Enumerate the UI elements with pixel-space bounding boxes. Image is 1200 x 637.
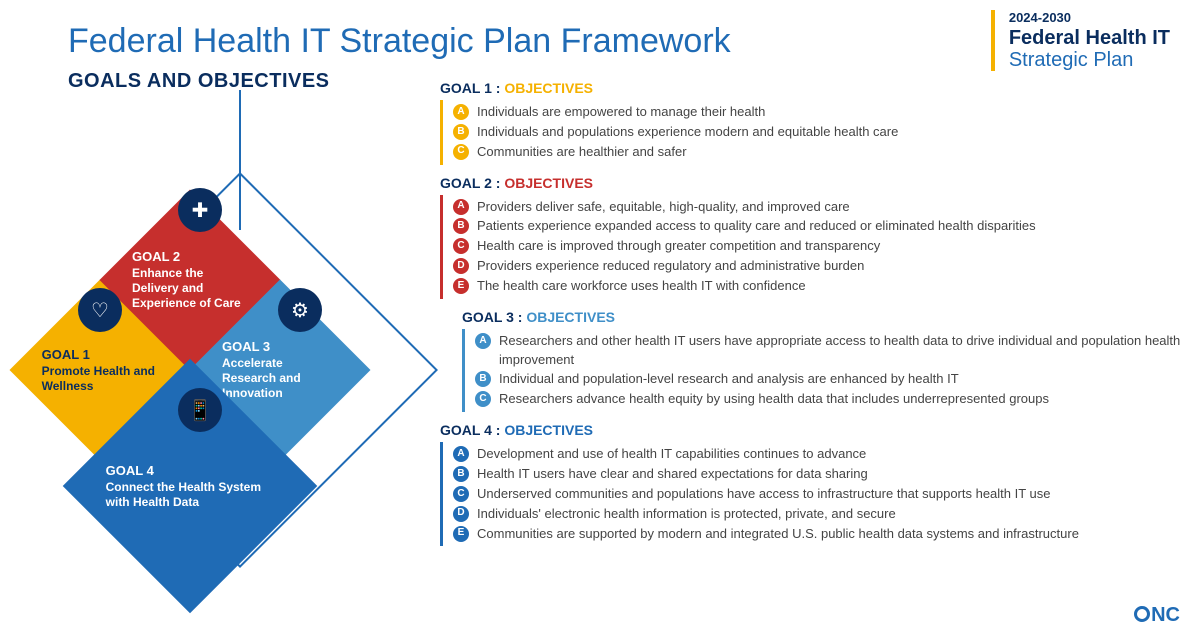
objective-bullet: A <box>453 104 469 120</box>
objective-row: A Development and use of health IT capabi… <box>453 445 1190 464</box>
objective-text: Underserved communities and populations … <box>477 485 1051 504</box>
brand-years: 2024-2030 <box>1009 10 1170 25</box>
objective-row: D Individuals' electronic health informat… <box>453 505 1190 524</box>
goal-4-objectives-head: GOAL 4 : OBJECTIVES <box>440 422 1190 438</box>
objective-row: C Underserved communities and populations… <box>453 485 1190 504</box>
objective-text: Patients experience expanded access to q… <box>477 217 1036 236</box>
objective-row: B Individuals and populations experience … <box>453 123 1190 142</box>
objective-row: B Patients experience expanded access to … <box>453 217 1190 236</box>
goal-4-title: Connect the Health System with Health Da… <box>106 480 274 510</box>
objective-row: E Communities are supported by modern and… <box>453 525 1190 544</box>
goal-3-label: GOAL 3 <box>222 339 338 354</box>
brand-block: 2024-2030 Federal Health IT Strategic Pl… <box>991 10 1170 71</box>
brand-line1: Federal Health IT <box>1009 27 1170 49</box>
goals-diamond-diagram: ♡ ✚ ⚙ 📱 GOAL 1 Promote Health and Wellne… <box>30 160 450 600</box>
objective-text: Individual and population-level research… <box>499 370 959 389</box>
objective-row: B Individual and population-level researc… <box>475 370 1190 389</box>
phone-icon: 📱 <box>178 388 222 432</box>
logo-ring-icon <box>1134 606 1150 622</box>
objective-text: Researchers advance health equity by usi… <box>499 390 1049 409</box>
goal-2-objectives-head: GOAL 2 : OBJECTIVES <box>440 175 1190 191</box>
goal-4-objectives-block: GOAL 4 : OBJECTIVES A Development and use … <box>440 422 1190 546</box>
goal-1-objectives-block: GOAL 1 : OBJECTIVES A Individuals are empo… <box>440 80 1190 165</box>
objective-row: B Health IT users have clear and shared e… <box>453 465 1190 484</box>
goal-1-label: GOAL 1 <box>42 347 158 362</box>
objective-row: A Researchers and other health IT users h… <box>475 332 1190 370</box>
objective-bullet: D <box>453 258 469 274</box>
goal-1-objectives-list: A Individuals are empowered to manage the… <box>440 100 1190 165</box>
goal-2-title: Enhance the Delivery and Experience of C… <box>132 266 248 311</box>
objective-row: C Researchers advance health equity by us… <box>475 390 1190 409</box>
goal-1-objectives-head: GOAL 1 : OBJECTIVES <box>440 80 1190 96</box>
objective-text: Development and use of health IT capabil… <box>477 445 866 464</box>
goal-3-title: Accelerate Research and Innovation <box>222 356 338 401</box>
objective-bullet: C <box>475 391 491 407</box>
goal-3-objectives-block: GOAL 3 : OBJECTIVES A Researchers and othe… <box>462 309 1190 412</box>
goal-4-objectives-list: A Development and use of health IT capabi… <box>440 442 1190 546</box>
objective-row: C Health care is improved through greater… <box>453 237 1190 256</box>
page-subtitle: GOALS AND OBJECTIVES <box>68 70 330 93</box>
goal-3-objectives-list: A Researchers and other health IT users h… <box>462 329 1190 412</box>
objective-text: Health care is improved through greater … <box>477 237 880 256</box>
goal-2-objectives-block: GOAL 2 : OBJECTIVES A Providers deliver sa… <box>440 175 1190 299</box>
objective-text: Communities are supported by modern and … <box>477 525 1079 544</box>
brand-line2: Strategic Plan <box>1009 49 1170 71</box>
goal-1-title: Promote Health and Wellness <box>42 364 158 394</box>
objective-text: Providers deliver safe, equitable, high-… <box>477 198 850 217</box>
objective-text: Health IT users have clear and shared ex… <box>477 465 868 484</box>
goal-3-objectives-head: GOAL 3 : OBJECTIVES <box>462 309 1190 325</box>
objective-text: Researchers and other health IT users ha… <box>499 332 1190 370</box>
objective-bullet: C <box>453 238 469 254</box>
objective-bullet: A <box>453 446 469 462</box>
dna-icon: ⚙ <box>278 288 322 332</box>
objective-row: E The health care workforce uses health I… <box>453 277 1190 296</box>
goal-2-objectives-list: A Providers deliver safe, equitable, high… <box>440 195 1190 299</box>
goal-4-label: GOAL 4 <box>106 463 274 478</box>
objective-bullet: D <box>453 506 469 522</box>
objective-text: Individuals and populations experience m… <box>477 123 898 142</box>
objective-text: Individuals are empowered to manage thei… <box>477 103 765 122</box>
objective-row: D Providers experience reduced regulatory… <box>453 257 1190 276</box>
objective-bullet: A <box>453 199 469 215</box>
objective-row: A Individuals are empowered to manage the… <box>453 103 1190 122</box>
objective-bullet: C <box>453 144 469 160</box>
objective-text: Providers experience reduced regulatory … <box>477 257 864 276</box>
objective-bullet: B <box>453 466 469 482</box>
objective-bullet: B <box>475 371 491 387</box>
heart-icon: ♡ <box>78 288 122 332</box>
objective-row: A Providers deliver safe, equitable, high… <box>453 198 1190 217</box>
page-header: Federal Health IT Strategic Plan Framewo… <box>68 22 731 61</box>
medkit-icon: ✚ <box>178 188 222 232</box>
objectives-panel: GOAL 1 : OBJECTIVES A Individuals are empo… <box>440 80 1190 556</box>
objective-bullet: C <box>453 486 469 502</box>
objective-bullet: E <box>453 526 469 542</box>
objective-text: Individuals' electronic health informati… <box>477 505 896 524</box>
goal-2-label: GOAL 2 <box>132 249 248 264</box>
objective-row: C Communities are healthier and safer <box>453 143 1190 162</box>
page-title: Federal Health IT Strategic Plan Framewo… <box>68 22 731 61</box>
onc-logo: NC <box>1134 604 1180 627</box>
objective-bullet: A <box>475 333 491 349</box>
objective-bullet: B <box>453 218 469 234</box>
objective-bullet: E <box>453 278 469 294</box>
objective-text: The health care workforce uses health IT… <box>477 277 806 296</box>
objective-text: Communities are healthier and safer <box>477 143 687 162</box>
objective-bullet: B <box>453 124 469 140</box>
